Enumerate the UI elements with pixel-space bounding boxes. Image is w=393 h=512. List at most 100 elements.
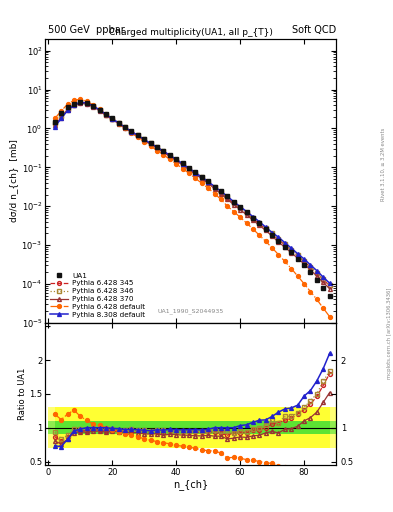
Pythia 6.428 346	[59, 113, 64, 119]
Pythia 6.428 345	[321, 276, 325, 283]
Pythia 6.428 370	[123, 125, 127, 131]
UA1	[289, 249, 294, 255]
Pythia 6.428 370	[276, 239, 281, 245]
Pythia 8.308 default	[91, 103, 95, 109]
Pythia 6.428 default	[302, 281, 307, 287]
Pythia 8.308 default	[295, 251, 300, 257]
UA1	[123, 124, 127, 130]
Pythia 6.428 345	[148, 141, 153, 147]
Line: Pythia 6.428 346: Pythia 6.428 346	[53, 100, 332, 287]
Pythia 6.428 default	[161, 152, 166, 158]
Pythia 6.428 345	[167, 153, 172, 159]
Pythia 6.428 370	[199, 176, 204, 182]
Pythia 6.428 370	[257, 222, 262, 228]
Pythia 8.308 default	[142, 136, 147, 142]
Pythia 6.428 370	[251, 217, 255, 223]
Pythia 6.428 370	[59, 115, 64, 121]
Pythia 6.428 346	[238, 205, 242, 211]
Pythia 6.428 346	[65, 106, 70, 112]
Legend: UA1, Pythia 6.428 345, Pythia 6.428 346, Pythia 6.428 370, Pythia 6.428 default,: UA1, Pythia 6.428 345, Pythia 6.428 346,…	[49, 271, 147, 319]
Pythia 8.308 default	[308, 262, 313, 268]
UA1	[251, 215, 255, 221]
Pythia 6.428 default	[244, 220, 249, 226]
UA1	[84, 100, 89, 106]
Pythia 6.428 370	[302, 261, 307, 267]
Pythia 6.428 345	[276, 237, 281, 243]
Pythia 6.428 345	[72, 102, 76, 108]
Pythia 6.428 default	[263, 238, 268, 244]
Pythia 6.428 345	[327, 283, 332, 289]
Text: Rivet 3.1.10, ≥ 3.2M events: Rivet 3.1.10, ≥ 3.2M events	[381, 127, 386, 201]
Pythia 6.428 345	[212, 185, 217, 191]
Pythia 6.428 default	[116, 121, 121, 127]
Pythia 6.428 346	[231, 200, 236, 206]
Pythia 6.428 346	[52, 120, 57, 126]
UA1	[129, 128, 134, 134]
Pythia 6.428 346	[161, 148, 166, 154]
Pythia 6.428 346	[308, 264, 313, 270]
Pythia 6.428 default	[231, 208, 236, 215]
UA1	[263, 226, 268, 232]
Pythia 6.428 345	[308, 264, 313, 270]
UA1	[97, 107, 102, 113]
Pythia 6.428 370	[295, 255, 300, 261]
Pythia 6.428 345	[244, 210, 249, 217]
UA1	[231, 199, 236, 205]
Pythia 6.428 346	[110, 116, 115, 122]
Pythia 6.428 370	[289, 249, 294, 255]
Pythia 6.428 370	[104, 113, 108, 119]
Pythia 6.428 345	[219, 190, 223, 196]
Pythia 6.428 default	[270, 245, 274, 251]
UA1	[321, 285, 325, 291]
Pythia 6.428 default	[142, 139, 147, 145]
Pythia 8.308 default	[161, 148, 166, 154]
Pythia 6.428 370	[72, 102, 76, 109]
Pythia 6.428 default	[238, 214, 242, 220]
Pythia 6.428 346	[289, 247, 294, 253]
Pythia 6.428 346	[174, 157, 178, 163]
UA1	[72, 101, 76, 107]
Pythia 8.308 default	[59, 115, 64, 121]
Pythia 6.428 370	[206, 180, 211, 186]
Pythia 6.428 346	[212, 184, 217, 190]
Pythia 8.308 default	[97, 107, 102, 113]
UA1	[302, 262, 307, 268]
UA1	[212, 183, 217, 189]
UA1	[206, 178, 211, 184]
Pythia 6.428 345	[52, 121, 57, 127]
UA1	[225, 193, 230, 199]
Pythia 6.428 345	[104, 112, 108, 118]
Pythia 8.308 default	[199, 174, 204, 180]
Pythia 6.428 default	[251, 226, 255, 232]
UA1	[295, 255, 300, 262]
Pythia 6.428 346	[193, 170, 198, 176]
Pythia 6.428 346	[283, 241, 287, 247]
Pythia 8.308 default	[65, 108, 70, 114]
Pythia 6.428 370	[161, 150, 166, 156]
UA1	[174, 156, 178, 162]
UA1	[52, 118, 57, 124]
UA1	[270, 232, 274, 238]
UA1	[104, 111, 108, 117]
Pythia 8.308 default	[327, 280, 332, 286]
Pythia 8.308 default	[148, 140, 153, 146]
Pythia 6.428 default	[187, 170, 191, 177]
Pythia 6.428 346	[104, 112, 108, 118]
Pythia 6.428 370	[174, 158, 178, 164]
Pythia 6.428 370	[142, 137, 147, 143]
Pythia 6.428 346	[270, 230, 274, 237]
UA1	[199, 174, 204, 180]
Pythia 6.428 default	[225, 203, 230, 209]
Pythia 6.428 345	[302, 259, 307, 265]
Pythia 6.428 345	[142, 137, 147, 143]
Pythia 6.428 346	[244, 210, 249, 216]
Pythia 6.428 370	[314, 273, 319, 279]
Pythia 6.428 default	[97, 106, 102, 112]
Pythia 8.308 default	[263, 224, 268, 230]
Pythia 8.308 default	[212, 183, 217, 189]
Pythia 6.428 default	[148, 143, 153, 149]
UA1	[327, 293, 332, 299]
UA1	[308, 269, 313, 275]
Pythia 6.428 345	[97, 108, 102, 114]
Pythia 6.428 default	[295, 273, 300, 279]
